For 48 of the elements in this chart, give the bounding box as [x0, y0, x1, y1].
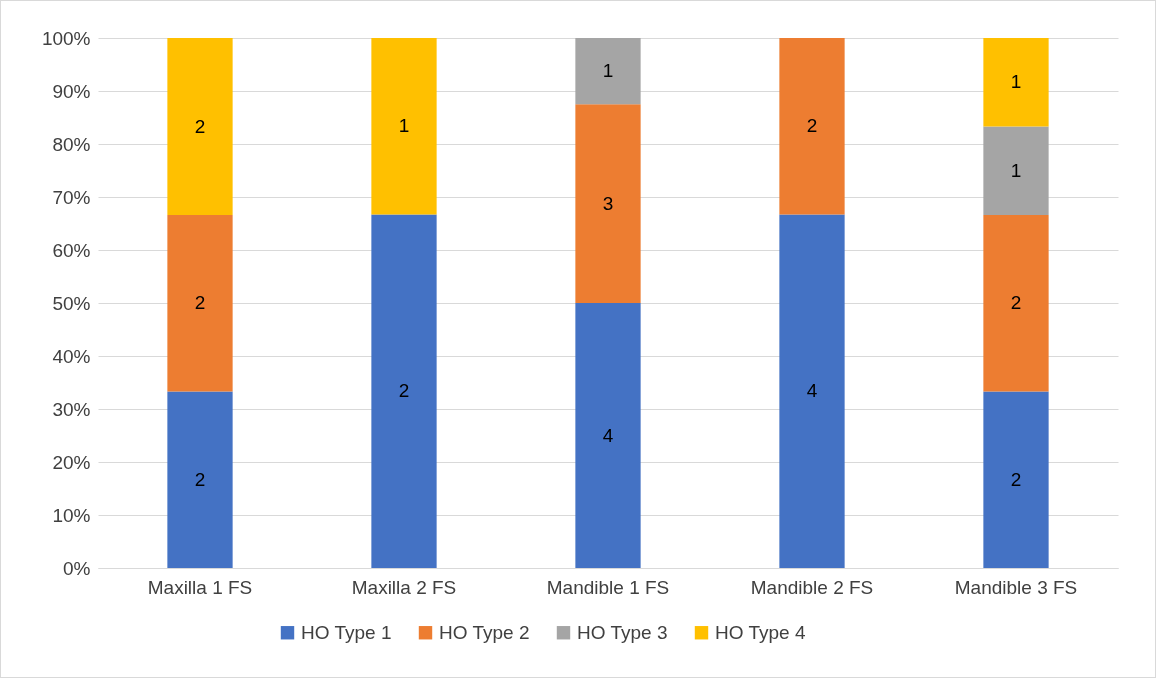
x-tick-label: Mandible 2 FS: [750, 576, 874, 598]
bar: [983, 38, 1049, 127]
bar: [167, 215, 233, 392]
y-tick-label: 40%: [52, 345, 91, 367]
bar: [371, 214, 437, 568]
bar: [779, 214, 845, 568]
annotation: 2: [398, 380, 410, 402]
annotation: 1: [1010, 159, 1022, 181]
annotation: 3: [602, 192, 614, 214]
x-tick-label: Mandible 1 FS: [546, 576, 670, 598]
bar: [575, 303, 641, 568]
legend-label: HO Type 2: [439, 621, 530, 643]
legend-label: HO Type 4: [715, 621, 806, 643]
y-tick-label: 0%: [63, 557, 91, 579]
annotation: 2: [194, 115, 206, 137]
bar: [575, 104, 641, 303]
bar: [983, 391, 1049, 568]
annotation: 4: [602, 424, 614, 446]
annotation: 2: [194, 468, 206, 490]
bar: [167, 391, 233, 568]
y-tick-label: 30%: [52, 398, 91, 420]
annotation: 1: [602, 60, 614, 82]
annotation: 4: [806, 380, 818, 402]
y-tick-label: 20%: [52, 451, 91, 473]
bar: [983, 126, 1049, 216]
x-tick-label: Maxilla 1 FS: [147, 576, 253, 598]
annotation: 1: [398, 115, 410, 137]
bar: [167, 38, 233, 216]
x-tick-label: Maxilla 2 FS: [351, 576, 457, 598]
y-tick-label: 90%: [52, 80, 91, 102]
annotation: 2: [1010, 292, 1022, 314]
legend-label: HO Type 3: [577, 621, 668, 643]
y-tick-label: 100%: [41, 27, 91, 49]
y-tick-label: 10%: [52, 504, 91, 526]
bar: [371, 38, 437, 215]
annotation: 2: [806, 115, 818, 137]
annotation: 1: [1010, 71, 1022, 93]
y-tick-label: 70%: [52, 186, 91, 208]
legend-label: HO Type 1: [301, 621, 392, 643]
bar: [575, 38, 641, 105]
annotation: 2: [1010, 468, 1022, 490]
x-tick-label: Mandible 3 FS: [954, 576, 1078, 598]
y-tick-label: 80%: [52, 133, 91, 155]
y-tick-label: 50%: [52, 292, 91, 314]
bar: [983, 215, 1049, 392]
bar: [779, 38, 845, 215]
y-tick-label: 60%: [52, 239, 91, 261]
annotation: 2: [194, 292, 206, 314]
